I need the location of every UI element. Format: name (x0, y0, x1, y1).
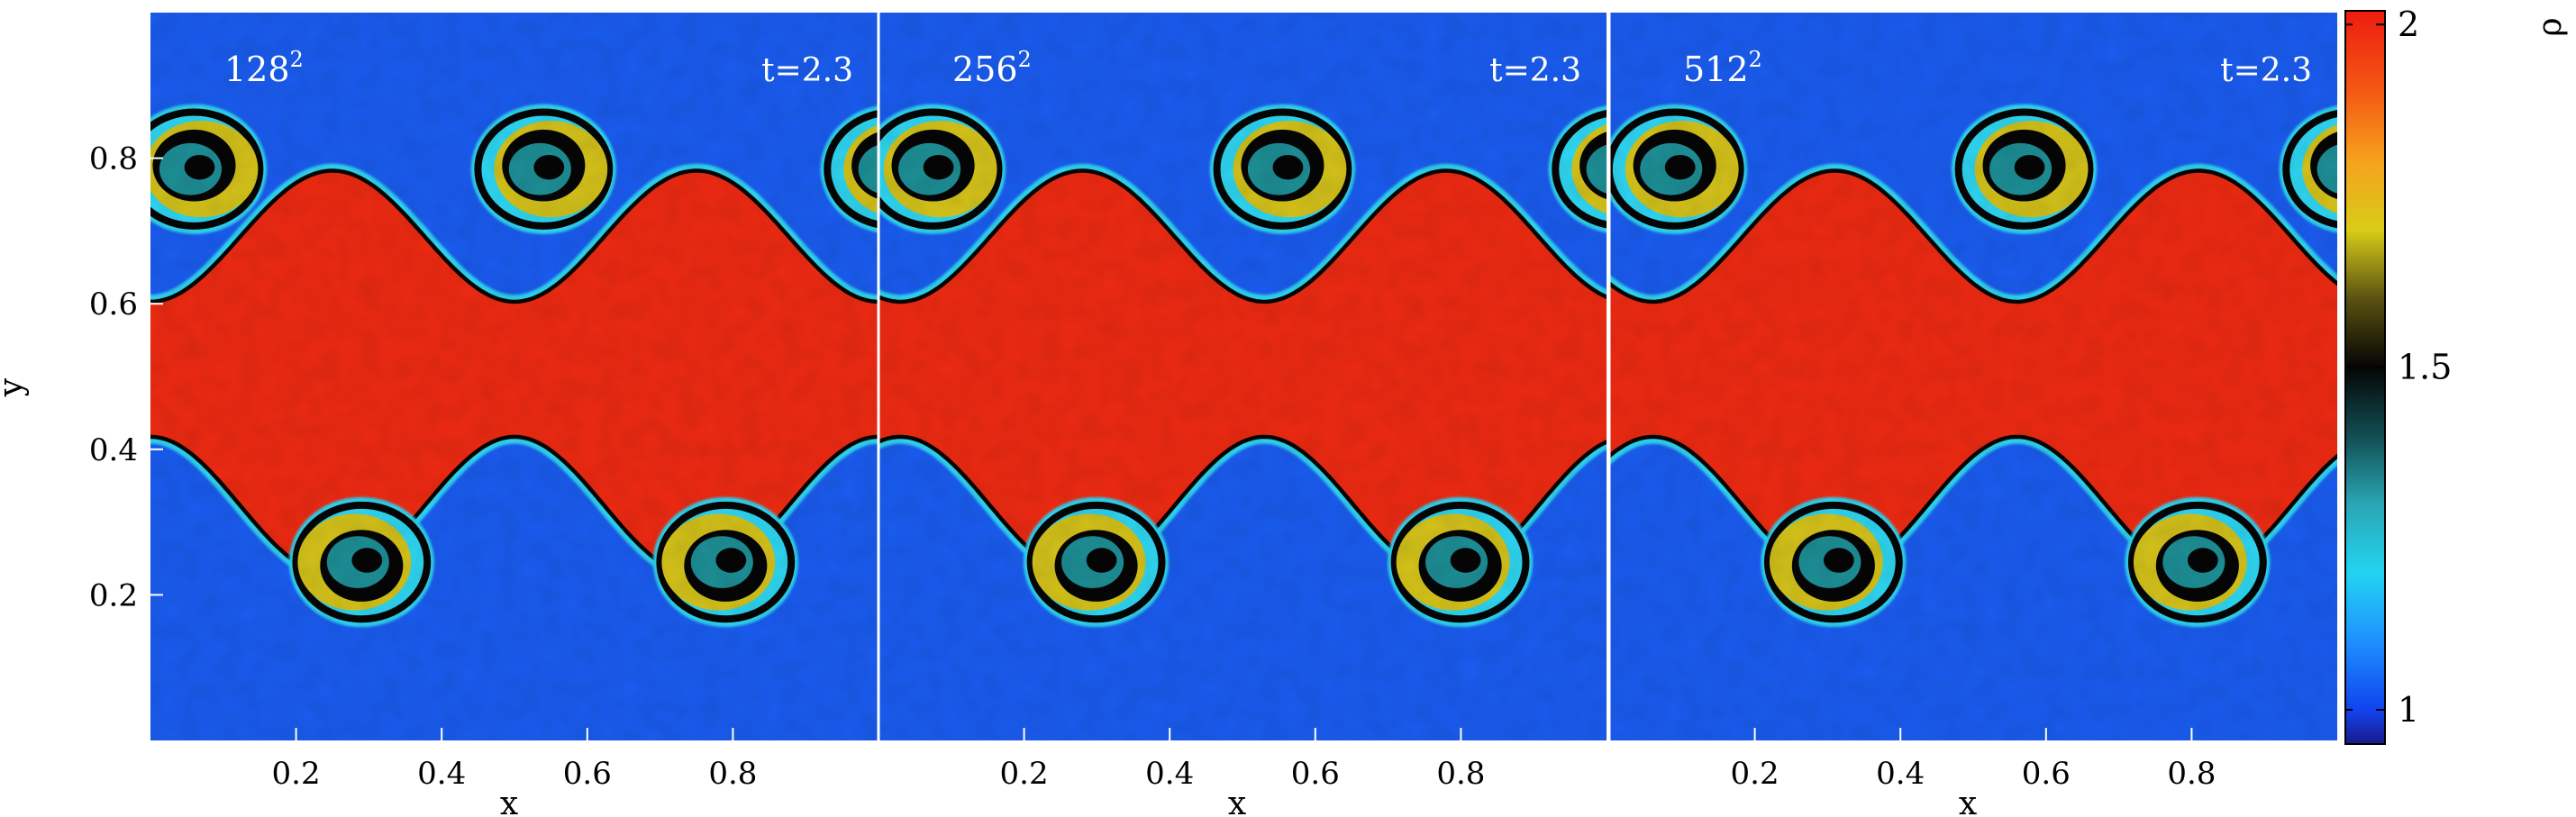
colorbar-tick-label: 1.5 (2398, 348, 2452, 387)
colorbar (2344, 10, 2386, 745)
y-tick-label: 0.4 (89, 432, 138, 468)
density-panel-2: 2562 t=2.3 (878, 13, 1607, 740)
x-axis-label: x (1228, 785, 1246, 817)
resolution-label: 5122 (1683, 47, 1762, 89)
y-tick-label: 0.2 (89, 577, 138, 613)
x-tick-label: 0.8 (708, 756, 757, 792)
x-tick-label: 0.6 (1291, 756, 1340, 792)
y-tick-label: 0.6 (89, 286, 138, 322)
time-label: t=2.3 (761, 52, 853, 89)
x-tick-label: 0.4 (1876, 756, 1925, 792)
noise-texture (878, 13, 1607, 740)
noise-texture (150, 13, 878, 740)
resolution-exponent: 2 (1018, 47, 1032, 72)
resolution-label: 2562 (952, 47, 1032, 89)
x-tick-label: 0.4 (1145, 756, 1194, 792)
resolution-label: 1282 (224, 47, 304, 89)
x-tick-label: 0.6 (563, 756, 612, 792)
x-axis-label: x (1959, 785, 1977, 817)
x-axis-label: x (500, 785, 518, 817)
density-panel-3: 5122 t=2.3 (1609, 13, 2337, 740)
density-panel-1: 1282 t=2.3 (150, 13, 878, 740)
colorbar-label: ρ (2532, 17, 2569, 36)
time-label: t=2.3 (2220, 52, 2312, 89)
resolution-base: 256 (952, 50, 1018, 89)
y-axis-label: y (0, 377, 30, 397)
x-tick-label: 0.8 (1436, 756, 1485, 792)
resolution-base: 128 (224, 50, 290, 89)
time-label: t=2.3 (1489, 52, 1581, 89)
colorbar-tick-label: 2 (2398, 5, 2419, 44)
resolution-exponent: 2 (290, 47, 304, 72)
y-tick-label: 0.8 (89, 141, 138, 177)
noise-texture (1609, 13, 2337, 740)
resolution-base: 512 (1683, 50, 1749, 89)
x-tick-label: 0.2 (272, 756, 321, 792)
x-tick-label: 0.4 (417, 756, 466, 792)
resolution-exponent: 2 (1749, 47, 1762, 72)
x-tick-label: 0.2 (1731, 756, 1780, 792)
x-tick-label: 0.6 (2022, 756, 2071, 792)
colorbar-tick-label: 1 (2398, 690, 2419, 730)
x-tick-label: 0.2 (1000, 756, 1049, 792)
x-tick-label: 0.8 (2167, 756, 2216, 792)
